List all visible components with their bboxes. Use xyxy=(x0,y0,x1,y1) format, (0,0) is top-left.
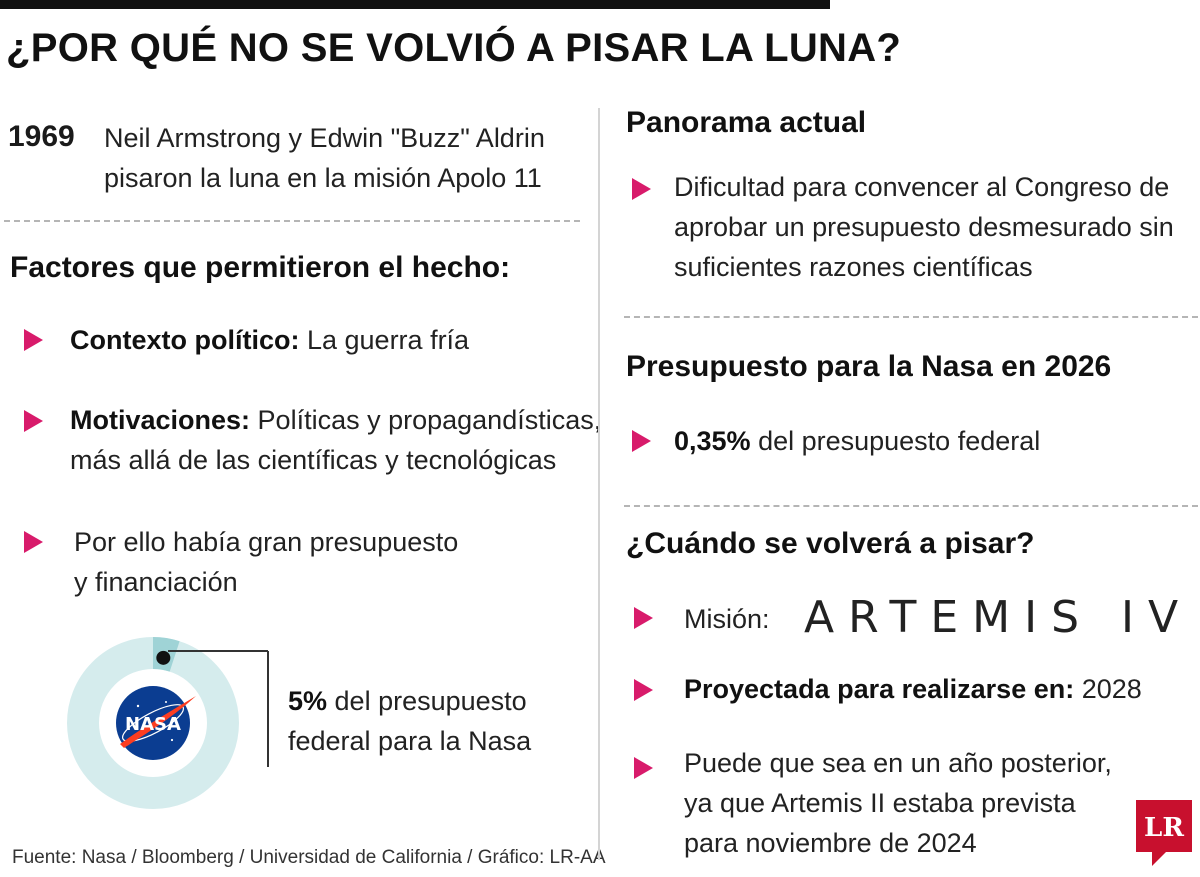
panorama-heading: Panorama actual xyxy=(626,106,867,139)
factor-text: Políticas y propagandísticas, xyxy=(250,405,602,435)
when-heading: ¿Cuándo se volverá a pisar? xyxy=(626,527,1035,560)
factors-heading: Factores que permitieron el hecho: xyxy=(10,251,511,284)
lr-logo-text: LR xyxy=(1144,813,1184,843)
intro-text: Neil Armstrong y Edwin "Buzz" Aldrin pis… xyxy=(104,118,545,198)
factor-text: La guerra fría xyxy=(299,325,470,355)
nasa-budget-donut: NASA xyxy=(67,637,239,809)
bullet-triangle-icon xyxy=(632,430,651,452)
factor-label: Motivaciones: xyxy=(70,405,251,435)
top-rule xyxy=(0,0,830,9)
budget-2026-item: 0,35% del presupuesto federal xyxy=(674,421,1040,461)
divider-panorama xyxy=(624,316,1198,318)
bullet-triangle-icon xyxy=(634,679,653,701)
bullet-triangle-icon xyxy=(632,178,651,200)
factor-text: Por ello había gran presupuesto xyxy=(74,527,459,557)
when-note: Puede que sea en un año posterior, ya qu… xyxy=(684,743,1112,863)
panorama-line-1: Dificultad para convencer al Congreso de xyxy=(674,172,1170,202)
column-divider xyxy=(598,108,600,860)
nasa-budget-text: del presupuesto xyxy=(327,686,527,716)
panorama-line-2: aprobar un presupuesto desmesurado sin xyxy=(674,212,1174,242)
artemis-iv-wordmark: ARTEMIS IV xyxy=(804,592,1193,643)
bullet-triangle-icon xyxy=(24,329,43,351)
factor-item-political: Contexto político: La guerra fría xyxy=(70,320,469,360)
nasa-budget-text-line-2: federal para la Nasa xyxy=(288,726,532,756)
donut-leader-horizontal xyxy=(168,650,268,652)
intro-year: 1969 xyxy=(8,120,75,153)
factor-item-budget: Por ello había gran presupuesto y financ… xyxy=(74,522,458,602)
nasa-logo-text: NASA xyxy=(125,714,181,735)
divider-budget xyxy=(624,505,1198,507)
bullet-triangle-icon xyxy=(634,757,653,779)
budget-2026-heading: Presupuesto para la Nasa en 2026 xyxy=(626,350,1112,383)
page-title: ¿POR QUÉ NO SE VOLVIÓ A PISAR LA LUNA? xyxy=(6,26,902,70)
bullet-triangle-icon xyxy=(24,531,43,553)
nasa-budget-value: 5% xyxy=(288,686,328,716)
nasa-budget-label: 5% del presupuesto federal para la Nasa xyxy=(288,681,531,761)
bullet-triangle-icon xyxy=(634,607,653,629)
projected-item: Proyectada para realizarse en: 2028 xyxy=(684,669,1142,709)
panorama-text: Dificultad para convencer al Congreso de… xyxy=(674,167,1174,287)
projected-label: Proyectada para realizarse en: xyxy=(684,674,1075,704)
factor-item-motivations: Motivaciones: Políticas y propagandístic… xyxy=(70,400,601,480)
divider-intro xyxy=(4,220,580,222)
factor-text-line-2: más allá de las científicas y tecnológic… xyxy=(70,445,557,475)
mission-label: Misión: xyxy=(684,604,770,634)
when-note-line-1: Puede que sea en un año posterior, xyxy=(684,748,1112,778)
intro-line-2: pisaron la luna en la misión Apolo 11 xyxy=(104,163,542,193)
projected-year: 2028 xyxy=(1074,674,1142,704)
factor-text-line-2: y financiación xyxy=(74,567,238,597)
budget-2026-value: 0,35% xyxy=(674,426,751,456)
bullet-triangle-icon xyxy=(24,410,43,432)
panorama-line-3: suficientes razones científicas xyxy=(674,252,1033,282)
source-credit: Fuente: Nasa / Bloomberg / Universidad d… xyxy=(12,847,606,868)
intro-line-1: Neil Armstrong y Edwin "Buzz" Aldrin xyxy=(104,123,545,153)
donut-leader-vertical xyxy=(267,651,269,767)
factor-label: Contexto político: xyxy=(70,325,300,355)
nasa-logo-icon: NASA xyxy=(116,686,196,760)
lr-logo-icon: LR xyxy=(1136,800,1192,866)
when-note-line-2: ya que Artemis II estaba prevista xyxy=(684,788,1076,818)
budget-2026-text: del presupuesto federal xyxy=(750,426,1041,456)
donut-slice-marker xyxy=(156,650,171,665)
when-note-line-3: para noviembre de 2024 xyxy=(684,828,977,858)
